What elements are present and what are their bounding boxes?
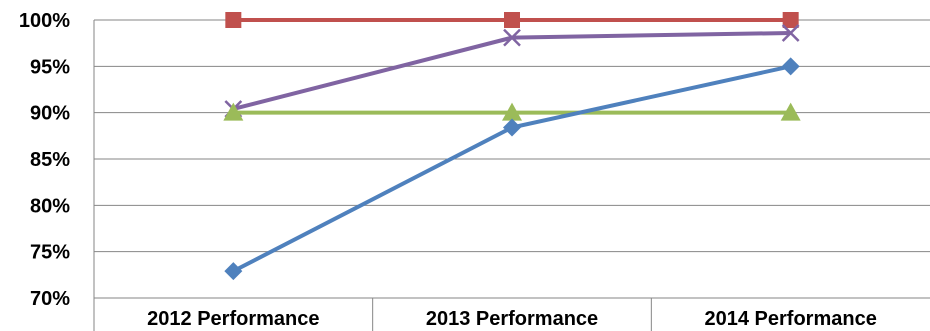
data-point-x-stroke: [781, 24, 800, 42]
series-3: [224, 57, 800, 281]
data-point-square: [782, 12, 799, 28]
data-point-diamond: [503, 118, 521, 137]
y-tick-label: 90%: [30, 103, 70, 125]
data-point-square: [225, 12, 242, 28]
data-point-diamond: [224, 262, 243, 281]
y-tick-label: 80%: [30, 195, 70, 217]
series-2: [223, 102, 801, 121]
data-point-triangle: [502, 102, 522, 121]
data-point-x: [781, 24, 800, 42]
x-tick-label: 2013 Performance: [426, 308, 598, 330]
grid-layer: [94, 19, 930, 299]
data-point-diamond: [781, 57, 800, 76]
x-tick-label: 2014 Performance: [705, 308, 877, 330]
y-tick-label: 95%: [30, 56, 70, 78]
x-tick-label: 2012 Performance: [147, 308, 319, 330]
label-layer: 70% 75% 80% 85% 90% 95% 100% 2012 Performance 20…: [19, 10, 877, 330]
data-point-x-stroke: [503, 28, 521, 47]
y-tick-label: 85%: [30, 149, 70, 171]
y-tick-label: 70%: [30, 288, 70, 310]
data-point-square: [504, 12, 520, 28]
data-point-triangle: [780, 102, 801, 121]
axis-layer: [93, 20, 652, 331]
data-point-triangle: [223, 102, 244, 121]
y-tick-label: 100%: [19, 10, 70, 32]
series-layer: [223, 12, 801, 281]
y-tick-label: 75%: [30, 242, 70, 264]
series-0: [225, 12, 799, 28]
series-line: [232, 30, 791, 111]
series-line: [232, 64, 792, 273]
data-point-x: [503, 28, 521, 47]
